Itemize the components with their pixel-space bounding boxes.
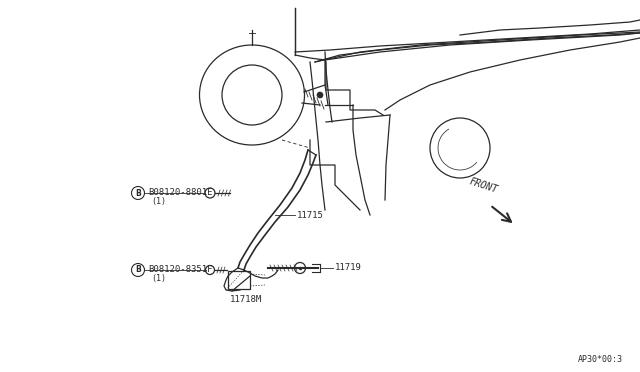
Circle shape: [317, 92, 323, 98]
Text: (1): (1): [151, 273, 166, 282]
Text: FRONT: FRONT: [468, 176, 499, 195]
Text: 11718M: 11718M: [230, 295, 262, 304]
Text: AP30*00:3: AP30*00:3: [578, 355, 623, 364]
FancyArrow shape: [490, 205, 515, 225]
Text: B08120-8351F: B08120-8351F: [148, 264, 212, 273]
Text: 11719: 11719: [335, 263, 362, 273]
Text: 11715: 11715: [297, 211, 324, 219]
Text: B08120-8801E: B08120-8801E: [148, 187, 212, 196]
Text: B: B: [135, 266, 141, 275]
Text: (1): (1): [151, 196, 166, 205]
Text: B: B: [135, 189, 141, 198]
FancyBboxPatch shape: [228, 271, 250, 289]
